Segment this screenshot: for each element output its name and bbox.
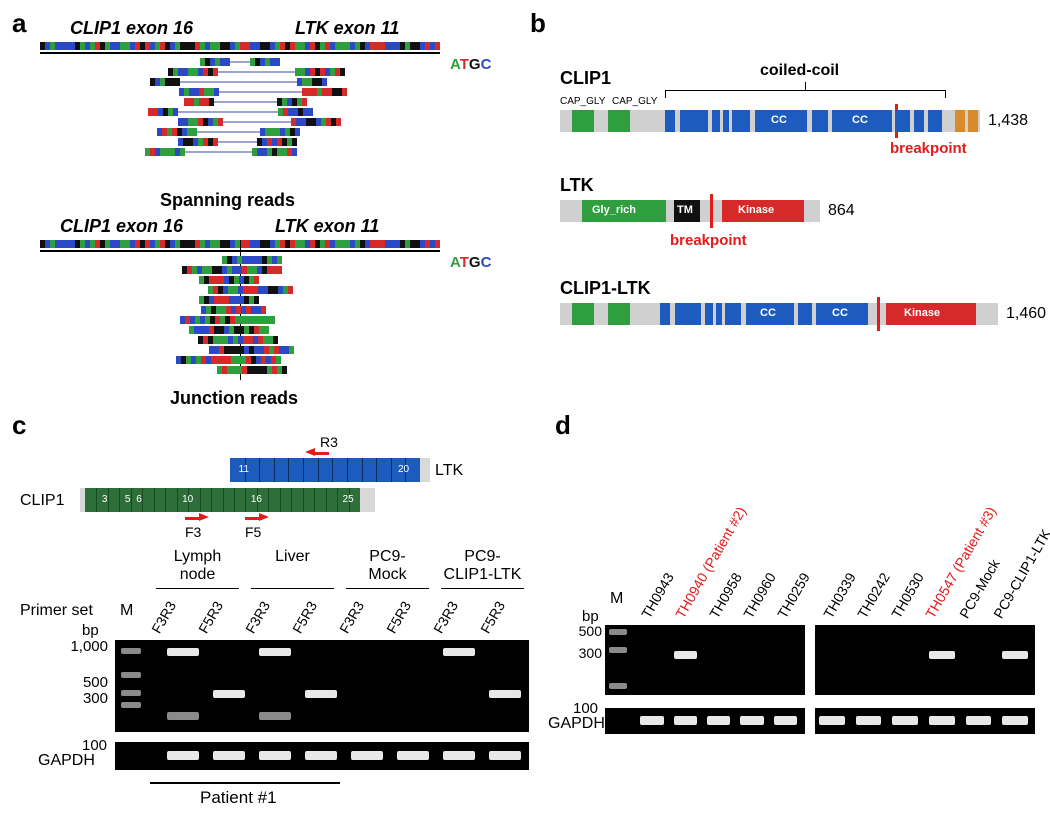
c-primer-row: F3R3F5R3F3R3F5R3F3R3F5R3F3R3F5R3: [150, 590, 550, 620]
primer-label: F5R3: [289, 598, 320, 636]
clip1-break-label: breakpoint: [890, 140, 967, 157]
spanning-reads-plot: [40, 42, 510, 182]
sample-label: TH0242: [854, 570, 893, 621]
primer-label: F5R3: [383, 598, 414, 636]
clip1-name: CLIP1: [560, 68, 611, 89]
d-gapdh-left-bands: [605, 708, 805, 734]
sample-label: TH0960: [740, 570, 779, 621]
patient1-label: Patient #1: [200, 788, 277, 808]
r3-label: R3: [320, 434, 338, 450]
lane-group: PC9- Mock: [340, 548, 435, 584]
clip1-len: 1,438: [988, 112, 1028, 130]
lane-group: Liver: [245, 548, 340, 566]
f3-label: F3: [185, 524, 201, 540]
panel-b-letter: b: [530, 8, 546, 39]
atgc-legend-1: ATGC: [450, 56, 491, 73]
primer-label: F3R3: [430, 598, 461, 636]
c-bp-marks: 1,000500300: [50, 640, 110, 732]
fusion-break: [877, 297, 880, 331]
c-ltk-label: LTK: [435, 462, 463, 480]
coiled-coil-label: coiled-coil: [760, 62, 839, 80]
d-bp-marks: 500300: [570, 625, 604, 695]
d-labels-left: TH0943TH0940 (Patient #2)TH0958TH0960TH0…: [640, 440, 830, 600]
panel-a-title-right-top: LTK exon 11: [295, 18, 399, 39]
panel-d-letter: d: [555, 410, 571, 441]
sample-label: TH0259: [774, 570, 813, 621]
d-gapdh-label: GAPDH: [548, 715, 605, 733]
d-gapdh-right-bands: [815, 708, 1035, 734]
d-marker: M: [610, 590, 623, 608]
fusion-len: 1,460: [1006, 305, 1046, 323]
panel-a: CLIP1 exon 16 LTK exon 11 ATGC Spanning …: [40, 18, 510, 408]
atgc-legend-2: ATGC: [450, 254, 491, 271]
d-labels-right: TH0339TH0242TH0530TH0547 (Patient #3)PC9…: [830, 440, 1050, 600]
panel-d: TH0943TH0940 (Patient #2)TH0958TH0960TH0…: [570, 440, 1040, 820]
ltk-break: [710, 194, 713, 228]
capgly2: CAP_GLY: [612, 96, 657, 107]
sample-label: TH0958: [706, 570, 745, 621]
gly-label: Gly_rich: [592, 204, 636, 216]
panel-c: LTK CLIP1 R3 F3 F5 Lymph nodeLiverPC9- M…: [20, 430, 550, 830]
panel-a-letter: a: [12, 8, 26, 39]
sample-label: TH0943: [638, 570, 677, 621]
panel-a-title-right-bot: LTK exon 11: [275, 216, 379, 237]
fusion-name: CLIP1-LTK: [560, 278, 651, 299]
c-bp: bp: [82, 622, 99, 639]
ltk-name: LTK: [560, 175, 594, 196]
d-gel-left-bands: [605, 625, 805, 695]
c-lane-groups: Lymph nodeLiverPC9- MockPC9- CLIP1-LTK: [150, 548, 550, 592]
junction-reads-plot: [40, 240, 510, 380]
tm-label: TM: [677, 204, 693, 216]
primer-label: F5R3: [195, 598, 226, 636]
primer-label: F3R3: [336, 598, 367, 636]
ltk-break-label: breakpoint: [670, 232, 747, 249]
sample-label: PC9-CLIP1-LTK: [990, 526, 1050, 621]
ltk-len: 864: [828, 202, 855, 220]
c-gapdh-label: GAPDH: [38, 752, 95, 770]
c-gel-bands: [115, 640, 529, 732]
lane-group: Lymph node: [150, 548, 245, 584]
primer-set-label: Primer set: [20, 602, 93, 620]
primer-label: F3R3: [242, 598, 273, 636]
c-clip1-label: CLIP1: [20, 492, 64, 510]
fusion-kinase-label: Kinase: [904, 307, 940, 319]
panel-a-title-left-top: CLIP1 exon 16: [70, 18, 193, 39]
junction-caption: Junction reads: [170, 388, 298, 409]
f5-label: F5: [245, 524, 261, 540]
primer-label: F3R3: [148, 598, 179, 636]
capgly1: CAP_GLY: [560, 96, 605, 107]
c-marker: M: [120, 602, 133, 620]
ltk-kinase-label: Kinase: [738, 204, 774, 216]
panel-a-title-left-bot: CLIP1 exon 16: [60, 216, 183, 237]
spanning-caption: Spanning reads: [160, 190, 295, 211]
c-gapdh-bands: [115, 742, 529, 770]
primer-label: F5R3: [477, 598, 508, 636]
sample-label: TH0530: [888, 570, 927, 621]
panel-b: CLIP1 CAP_GLY CAP_GLY coiled-coil 1,438 …: [560, 40, 1040, 380]
lane-group: PC9- CLIP1-LTK: [435, 548, 530, 584]
d-gel-right-bands: [815, 625, 1035, 695]
